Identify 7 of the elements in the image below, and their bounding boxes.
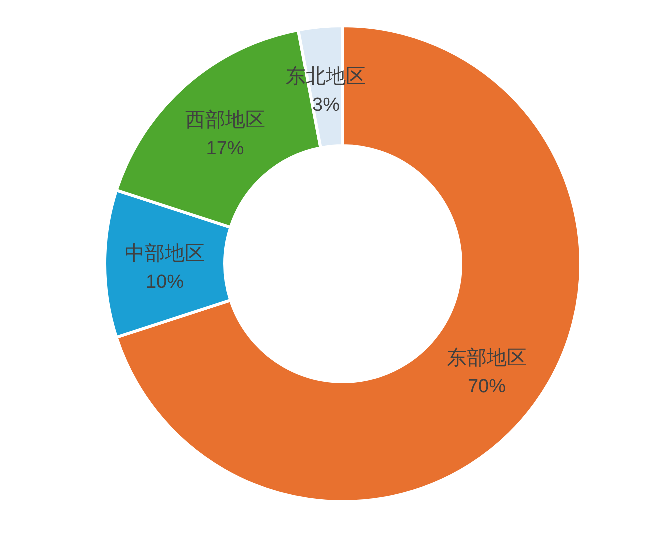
slice-label: 西部地区 <box>185 109 266 132</box>
slice-label: 中部地区 <box>125 243 205 265</box>
data-label: 17% <box>206 138 244 160</box>
data-label: 70% <box>468 376 506 398</box>
data-label: 10% <box>146 272 184 293</box>
data-label: 3% <box>312 94 340 116</box>
slice-label: 东部地区 <box>447 348 528 370</box>
